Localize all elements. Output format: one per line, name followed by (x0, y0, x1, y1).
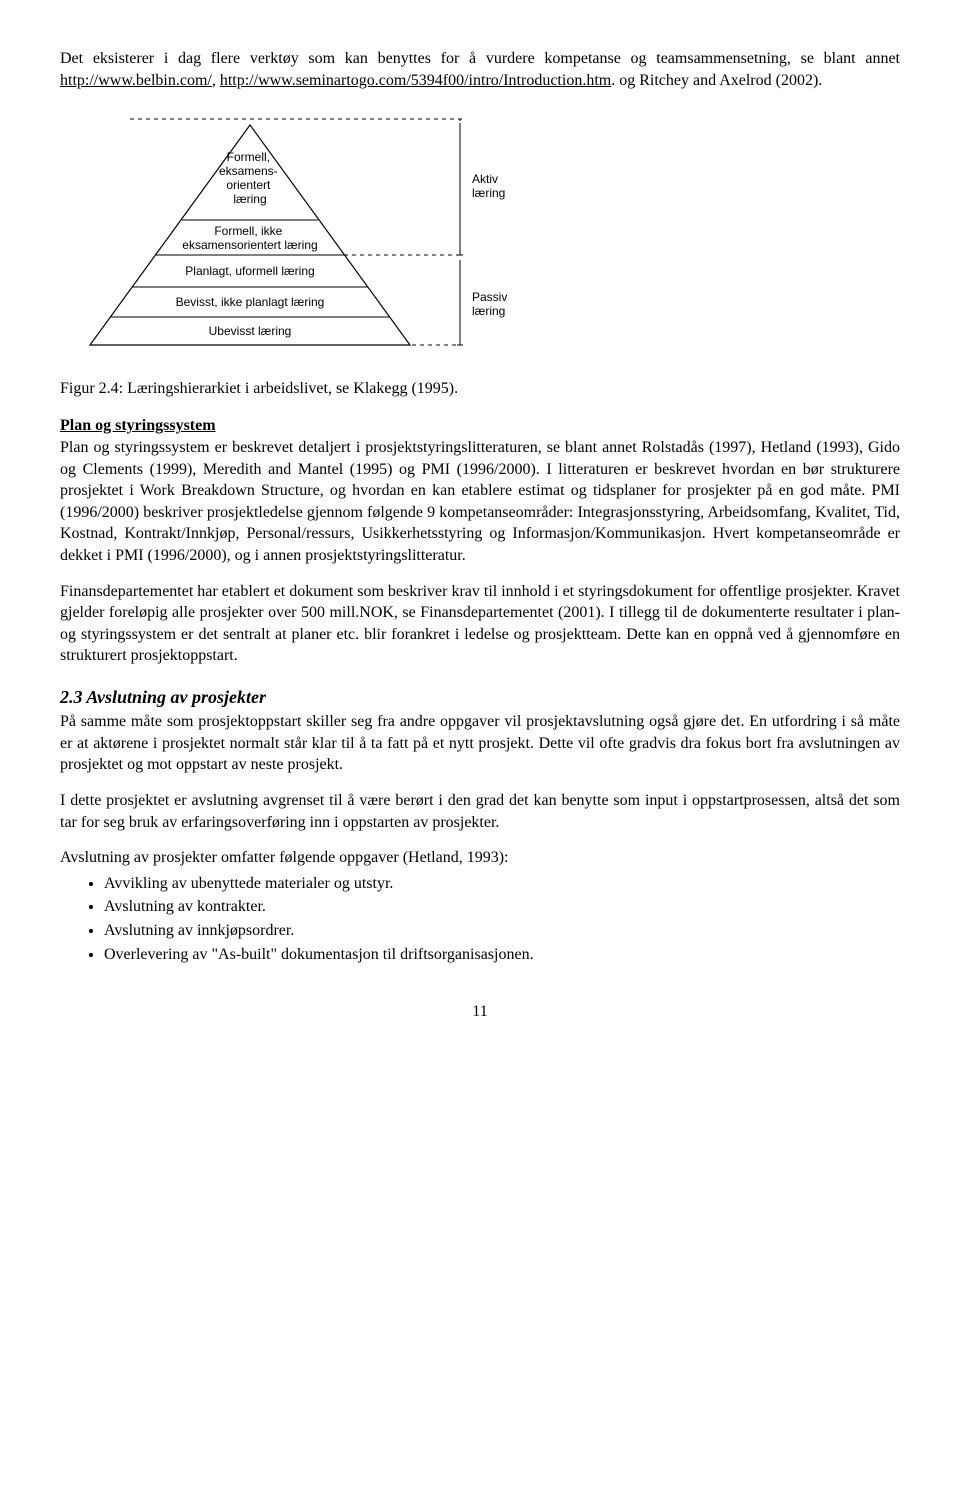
intro-link-1[interactable]: http://www.belbin.com/ (60, 72, 212, 89)
passiv-label: Passiv læring (472, 290, 511, 318)
intro-pre: Det eksisterer i dag flere verktøy som k… (60, 50, 900, 67)
intro-sep: , (212, 72, 220, 89)
pyramid-level-3: Planlagt, uformell læring (185, 264, 314, 278)
plan-body: Plan og styringssystem er beskrevet deta… (60, 439, 900, 564)
page-number: 11 (60, 1001, 900, 1023)
dotted-top-line (130, 119, 460, 123)
sec23-p2: I dette prosjektet er avslutning avgrens… (60, 790, 900, 833)
learning-pyramid-figure: Formell, eksamens- orientert læring Form… (60, 105, 900, 372)
plan-paragraph: Plan og styringssystem Plan og styringss… (60, 415, 900, 566)
learning-pyramid-svg: Formell, eksamens- orientert læring Form… (60, 105, 660, 365)
plan-title: Plan og styringssystem (60, 417, 216, 434)
aktiv-label: Aktiv læring (472, 172, 505, 200)
list-item: Overlevering av "As-built" dokumentasjon… (104, 944, 900, 966)
sec23-list-intro: Avslutning av prosjekter omfatter følgen… (60, 847, 900, 869)
intro-link-2[interactable]: http://www.seminartogo.com/5394f00/intro… (220, 72, 611, 89)
section-2-3-heading: 2.3 Avslutning av prosjekter (60, 685, 900, 709)
finansdep-paragraph: Finansdepartementet har etablert et doku… (60, 581, 900, 667)
sec23-list: Avvikling av ubenyttede materialer og ut… (60, 873, 900, 965)
intro-paragraph: Det eksisterer i dag flere verktøy som k… (60, 48, 900, 91)
pyramid-level-5: Ubevisst læring (209, 324, 292, 338)
intro-post: . og Ritchey and Axelrod (2002). (611, 72, 822, 89)
list-item: Avvikling av ubenyttede materialer og ut… (104, 873, 900, 895)
list-item: Avslutning av innkjøpsordrer. (104, 920, 900, 942)
pyramid-level-4: Bevisst, ikke planlagt læring (176, 295, 325, 309)
figure-caption: Figur 2.4: Læringshierarkiet i arbeidsli… (60, 378, 900, 400)
sec23-p1: På samme måte som prosjektoppstart skill… (60, 711, 900, 776)
list-item: Avslutning av kontrakter. (104, 896, 900, 918)
